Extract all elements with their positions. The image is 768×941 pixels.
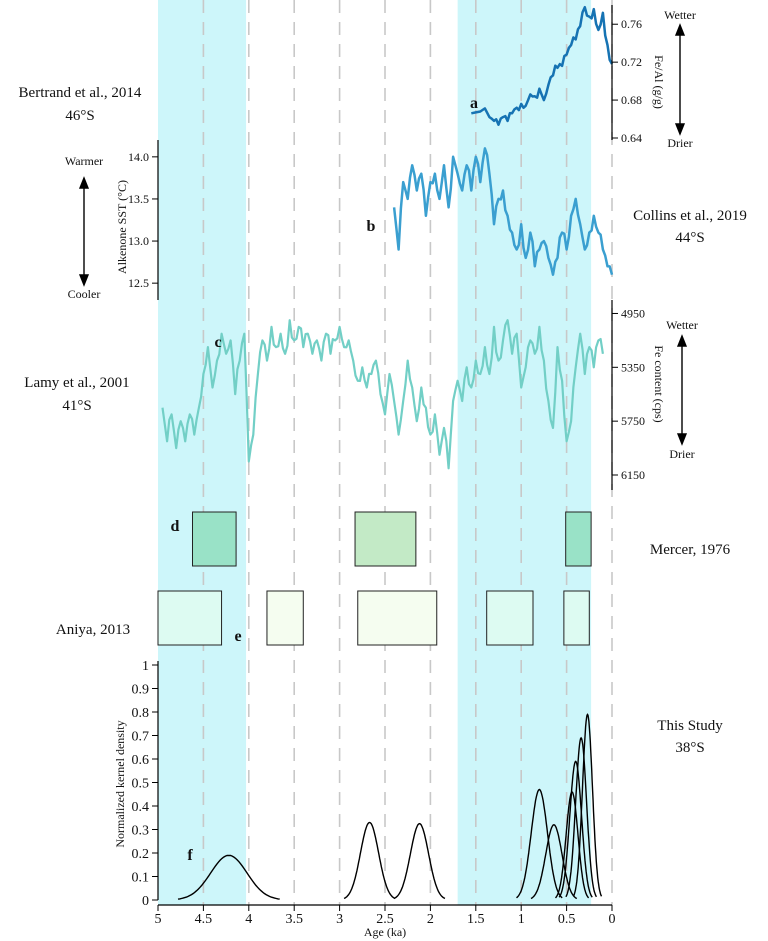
- panel-f-tick-label: 0.7: [132, 730, 150, 745]
- panel-c-y-label: Fe content (cps): [652, 345, 666, 422]
- interval-box-e: [563, 590, 590, 646]
- panel-f-tick-label: 0.4: [132, 800, 150, 815]
- panel-c-tick-label: 6150: [621, 468, 645, 482]
- panel-a-y-label: Fe/Al (g/g): [652, 55, 666, 109]
- panel-b-arrow-top-label: Warmer: [65, 154, 103, 168]
- panel-f-tick-label: 0.6: [132, 753, 150, 768]
- panel-f-tick-label: 1: [142, 659, 149, 674]
- panel-d: [192, 511, 592, 567]
- panel-c-source: Lamy et al., 2001: [24, 375, 129, 391]
- panel-e-letter: e: [234, 628, 241, 645]
- panel-f-latitude: 38°S: [675, 740, 704, 756]
- interval-box-e: [266, 590, 304, 646]
- shaded-interval: [158, 0, 247, 905]
- panel-b-arrowhead-up: [78, 176, 90, 189]
- panel-a-latitude: 46°S: [65, 108, 94, 124]
- panel-f-y-label: Normalized kernel density: [113, 720, 127, 847]
- x-axis-tick-label: 1: [518, 912, 525, 927]
- x-axis-tick-label: 1.5: [467, 912, 485, 927]
- interval-box-e: [486, 590, 534, 646]
- panel-b-arrow-bottom-label: Cooler: [68, 287, 101, 301]
- x-axis-tick-label: 3.5: [285, 912, 303, 927]
- panel-b-arrowhead-down: [78, 274, 90, 287]
- x-axis-tick-label: 4: [245, 912, 252, 927]
- shaded-intervals: [158, 0, 592, 905]
- data-series-b: [392, 147, 614, 276]
- density-curve: [572, 713, 603, 897]
- panel-a-tick-label: 0.68: [621, 93, 642, 107]
- panel-c: 4950 5350 5750 6150: [161, 300, 645, 490]
- interval-box-d: [192, 511, 237, 567]
- panel-c-tick-label: 4950: [621, 306, 645, 320]
- panel-b-tick-label: 14.0: [128, 150, 149, 164]
- panel-c-tick-label: 5350: [621, 360, 645, 374]
- panel-f: 1 0.9 0.8 0.7 0.6 0.5 0.4 0.3 0.2 0.1 0: [132, 659, 603, 909]
- data-series-c: [161, 319, 604, 470]
- x-axis-tick-label: 5: [155, 912, 162, 927]
- panel-a-tick-label: 0.76: [621, 17, 642, 31]
- interval-box-e: [357, 590, 438, 646]
- panel-f-tick-label: 0: [142, 894, 149, 909]
- panel-b-source: Collins et al., 2019: [633, 208, 747, 224]
- panel-f-tick-label: 0.5: [132, 777, 150, 792]
- shaded-interval: [457, 0, 592, 905]
- density-curve: [558, 760, 593, 898]
- density-curve: [393, 822, 446, 900]
- panel-b-latitude: 44°S: [675, 230, 704, 246]
- panel-f-tick-label: 0.9: [132, 683, 150, 698]
- panel-a-source: Bertrand et al., 2014: [19, 85, 142, 101]
- interval-box-d: [354, 511, 417, 567]
- panel-f-source: This Study: [657, 718, 723, 734]
- panel-c-arrow-bottom-label: Drier: [669, 447, 694, 461]
- panel-c-letter: c: [214, 334, 221, 351]
- panel-a-tick-label: 0.64: [621, 131, 642, 145]
- panel-a-tick-label: 0.72: [621, 55, 642, 69]
- panel-c-arrowhead-up: [676, 334, 688, 347]
- panel-f-tick-label: 0.3: [132, 824, 150, 839]
- interval-box-d: [565, 511, 592, 567]
- panel-f-letter: f: [187, 847, 193, 864]
- panel-a-arrowhead-down: [674, 123, 686, 136]
- panel-a-letter: a: [470, 95, 478, 112]
- x-axis-tick-label: 0: [609, 912, 616, 927]
- panel-d-source: Mercer, 1976: [650, 542, 731, 558]
- panel-b-tick-label: 12.5: [128, 276, 149, 290]
- x-axis-tick-label: 2.5: [376, 912, 394, 927]
- panel-c-arrowhead-down: [676, 433, 688, 446]
- density-curve: [565, 736, 598, 898]
- panel-f-tick-label: 0.2: [132, 847, 150, 862]
- panel-f-tick-label: 0.8: [132, 706, 150, 721]
- interval-box-e: [157, 590, 223, 646]
- x-axis-label: Age (ka): [364, 925, 406, 939]
- x-axis: 5 4.5 4 3.5 3 2.5 2 1.5 1 0.5 0: [155, 904, 616, 927]
- panel-d-letter: d: [171, 518, 180, 535]
- x-axis-tick-label: 0.5: [558, 912, 576, 927]
- density-curve: [516, 788, 563, 899]
- panel-e: [157, 590, 590, 646]
- density-curve: [343, 821, 396, 900]
- panel-b: 14.0 13.5 13.0 12.5: [128, 140, 614, 300]
- panel-a-arrowhead-up: [674, 23, 686, 36]
- panel-a-arrow-top-label: Wetter: [664, 8, 696, 22]
- panel-c-arrow-top-label: Wetter: [666, 318, 698, 332]
- panel-e-source: Aniya, 2013: [56, 622, 130, 638]
- panel-a-arrow-bottom-label: Drier: [667, 136, 692, 150]
- data-series-a: [471, 5, 614, 126]
- x-axis-tick-label: 3: [336, 912, 343, 927]
- panel-b-letter: b: [367, 218, 376, 235]
- x-axis-tick-label: 4.5: [195, 912, 213, 927]
- panel-b-tick-label: 13.0: [128, 234, 149, 248]
- panel-f-tick-label: 0.1: [132, 871, 150, 886]
- panel-c-tick-label: 5750: [621, 414, 645, 428]
- density-curve: [177, 854, 280, 900]
- panel-a: 0.76 0.72 0.68 0.64: [471, 5, 642, 145]
- panel-b-y-label: Alkenone SST (°C): [115, 180, 129, 274]
- x-axis-tick-label: 2: [427, 912, 434, 927]
- panel-b-tick-label: 13.5: [128, 192, 149, 206]
- panel-c-latitude: 41°S: [62, 398, 91, 414]
